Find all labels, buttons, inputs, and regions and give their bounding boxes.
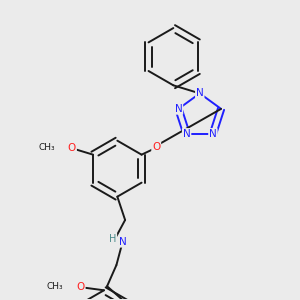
Text: O: O bbox=[68, 143, 76, 153]
Text: CH₃: CH₃ bbox=[38, 143, 55, 152]
Text: N: N bbox=[196, 88, 204, 98]
Text: N: N bbox=[183, 129, 190, 139]
Text: N: N bbox=[119, 237, 127, 247]
Text: N: N bbox=[209, 129, 217, 139]
Text: CH₃: CH₃ bbox=[47, 282, 64, 291]
Text: H: H bbox=[109, 234, 116, 244]
Text: O: O bbox=[152, 142, 160, 152]
Text: O: O bbox=[76, 282, 85, 292]
Text: N: N bbox=[175, 104, 182, 114]
